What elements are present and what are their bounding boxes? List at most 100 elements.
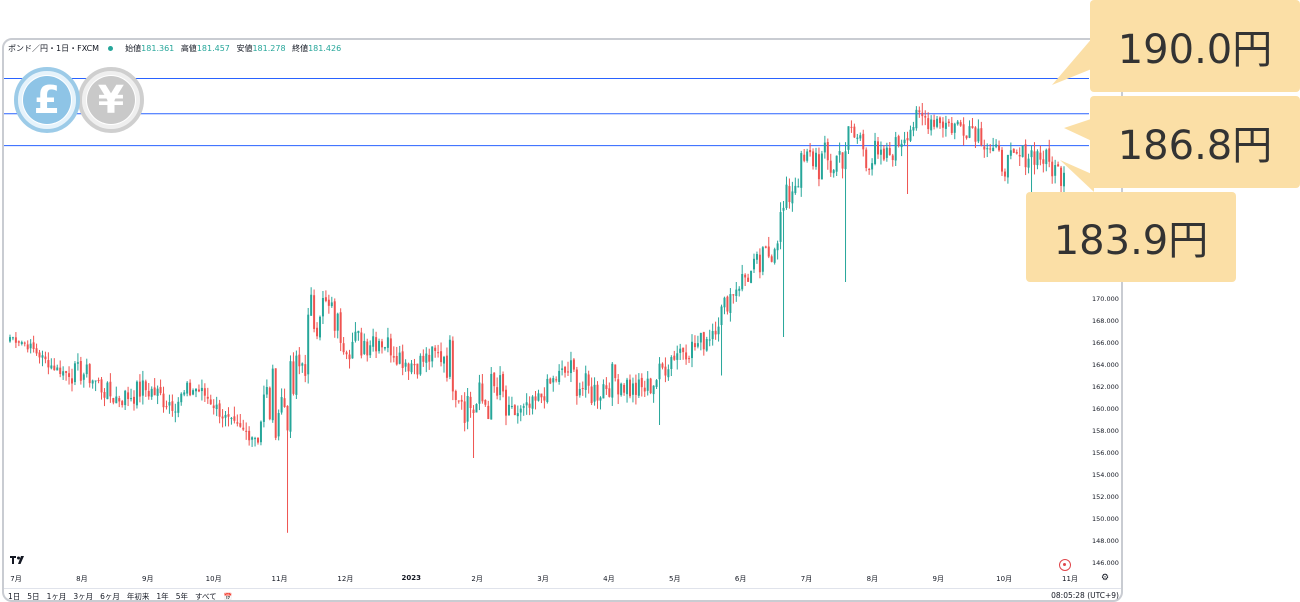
candle-body (218, 403, 221, 417)
candle-body (53, 365, 56, 371)
candle-body (820, 153, 823, 180)
price-tick-label: 154.000 (1092, 470, 1119, 479)
candle-body (546, 378, 549, 403)
candle-body (877, 141, 879, 155)
range-button[interactable]: 1ヶ月 (46, 592, 67, 601)
calendar-icon[interactable]: 📅 (223, 593, 233, 601)
candle-body (115, 396, 118, 404)
candle-body (23, 342, 26, 344)
candle-body (454, 391, 457, 400)
candle-body (921, 112, 924, 117)
candle-body (283, 398, 286, 407)
candle-body (788, 186, 791, 203)
candle-body (965, 135, 968, 139)
symbol-label[interactable]: ポンド／円・1日・FXCM (8, 44, 100, 53)
tradingview-logo-icon[interactable] (10, 554, 26, 568)
candle-body (927, 118, 930, 130)
candle-body (94, 380, 97, 382)
time-tick-label: 10月 (205, 575, 222, 583)
range-button[interactable]: 年初来 (126, 592, 150, 601)
candlestick-plot[interactable] (4, 40, 1121, 600)
range-button[interactable]: 3ヶ月 (73, 592, 94, 601)
candle-body (186, 382, 189, 394)
candle-body (195, 388, 197, 392)
range-button[interactable]: 6ヶ月 (100, 592, 120, 601)
candle-body (112, 398, 115, 403)
candle-body (389, 338, 392, 356)
candle-body (354, 331, 357, 341)
price-tick-label: 164.000 (1092, 360, 1119, 369)
candle-body (797, 186, 800, 188)
candle-body (109, 381, 112, 397)
candle-body (770, 256, 773, 262)
candle-body (221, 416, 224, 419)
candle-body (726, 296, 729, 312)
yen-coin-icon: ¥ (78, 67, 144, 133)
open-label: 始値 (125, 44, 142, 53)
candle-body (156, 388, 159, 396)
candle-body (909, 129, 912, 141)
candle-body (499, 375, 502, 395)
candle-body (989, 148, 992, 150)
candle-body (962, 124, 965, 136)
candle-body (47, 360, 50, 368)
candle-body (1006, 154, 1009, 178)
candle-body (44, 356, 47, 360)
pound-symbol: £ (23, 76, 71, 124)
candle-body (732, 294, 735, 296)
range-button[interactable]: すべて (194, 592, 217, 601)
open-value: 181.361 (141, 44, 175, 53)
candle-body (578, 388, 581, 396)
candle-body (200, 387, 203, 392)
candle-body (998, 145, 1001, 151)
candle-body (32, 342, 35, 350)
candle-body (567, 371, 569, 373)
callout-top-pointer (1052, 36, 1094, 85)
clock-timezone[interactable]: 08:05:28 (UTC+9) (1051, 591, 1119, 600)
candle-body (239, 423, 242, 427)
range-button[interactable]: 5日 (27, 592, 40, 601)
candle-body (856, 137, 859, 139)
candle-body (357, 330, 360, 333)
candle-body (555, 379, 558, 381)
candle-body (478, 382, 481, 404)
candle-body (540, 393, 543, 398)
range-button[interactable]: 1年 (156, 592, 169, 601)
candle-body (130, 398, 133, 400)
candle-body (490, 373, 493, 420)
candle-body (767, 246, 770, 257)
range-button[interactable]: 5年 (175, 592, 188, 601)
candle-body (670, 357, 673, 369)
candle-body (174, 411, 177, 413)
time-axis[interactable]: 7月 8月 9月 10月 11月 12月 2023 2月 3月 4月 5月 6月 7月 8月 9月 10月 11… (4, 572, 1104, 586)
candle-body (180, 393, 183, 403)
candle-body (850, 126, 853, 128)
candle-body (333, 301, 336, 331)
scroll-to-realtime-icon[interactable] (1059, 559, 1071, 571)
candle-body (135, 381, 138, 406)
candle-body (493, 372, 496, 387)
candle-body (245, 430, 248, 432)
candle-body (747, 277, 750, 282)
candle-body (271, 368, 274, 421)
candle-body (617, 379, 620, 395)
candle-body (460, 399, 463, 402)
chart-widget[interactable]: ポンド／円・1日・FXCM 始値181.361 高値181.457 安値181.… (2, 38, 1123, 602)
candle-body (552, 378, 555, 383)
time-tick-label: 9月 (142, 575, 154, 583)
candle-body (502, 373, 505, 392)
candle-body (735, 289, 738, 297)
candle-body (481, 383, 484, 402)
gear-icon[interactable]: ⚙ (1101, 572, 1110, 582)
candle-body (327, 299, 330, 306)
candle-body (623, 384, 626, 393)
range-button[interactable]: 1日 (8, 592, 21, 601)
candle-body (159, 387, 162, 394)
candle-body (1057, 164, 1060, 167)
candle-body (416, 363, 419, 375)
time-tick-label: 10月 (996, 575, 1013, 583)
price-tick-label: 162.000 (1092, 382, 1119, 391)
candle-body (118, 398, 121, 402)
bottom-toolbar: 1日 5日 1ヶ月 3ヶ月 6ヶ月 年初来 1年 5年 すべて 📅 08:05:28 (UTC+9… (4, 588, 1121, 601)
candle-body (144, 381, 147, 391)
